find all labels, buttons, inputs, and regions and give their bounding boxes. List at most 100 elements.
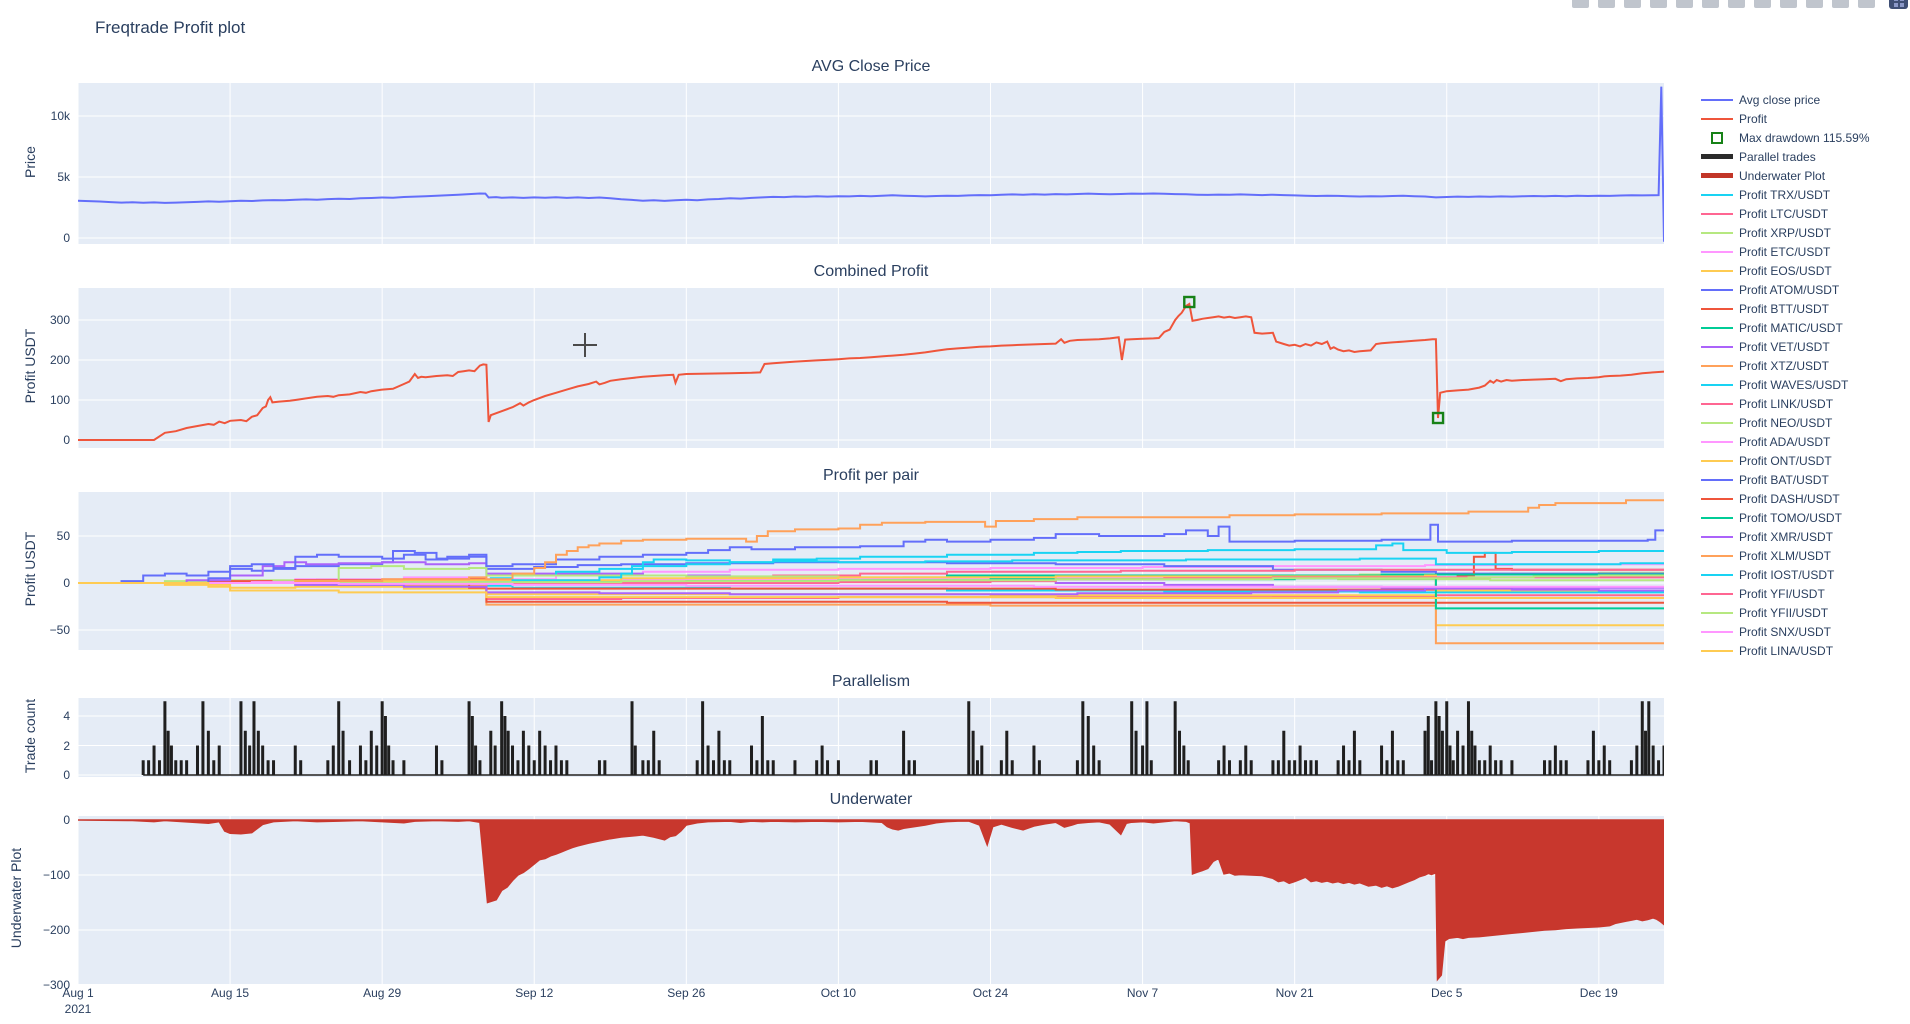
max-drawdown-marker-1 <box>1183 295 1196 309</box>
legend-item-profit-yfi-usdt[interactable]: Profit YFI/USDT <box>1701 584 1870 603</box>
legend-line-icon <box>1701 554 1733 557</box>
legend-line-icon <box>1701 649 1733 652</box>
xtick-nov-7: Nov 7 <box>1126 986 1159 1000</box>
legend-label: Profit ETC/USDT <box>1739 244 1831 259</box>
legend-label: Profit XMR/USDT <box>1739 529 1834 544</box>
legend-item-avg-close-price[interactable]: Avg close price <box>1701 90 1870 109</box>
legend-line-icon <box>1701 516 1733 519</box>
legend-line-icon <box>1701 573 1733 576</box>
xtick-oct-24: Oct 24 <box>972 986 1009 1000</box>
legend-item-profit-tomo-usdt[interactable]: Profit TOMO/USDT <box>1701 508 1870 527</box>
download-plot-icon[interactable] <box>1572 0 1589 8</box>
legend-label: Profit EOS/USDT <box>1739 263 1832 278</box>
series-avg_close_price <box>78 86 1664 242</box>
legend-item-profit-eos-usdt[interactable]: Profit EOS/USDT <box>1701 261 1870 280</box>
legend-item-profit-atom-usdt[interactable]: Profit ATOM/USDT <box>1701 280 1870 299</box>
legend-item-profit-neo-usdt[interactable]: Profit NEO/USDT <box>1701 413 1870 432</box>
zoom-icon[interactable] <box>1598 0 1615 8</box>
legend-label: Profit BAT/USDT <box>1739 472 1829 487</box>
legend-label: Profit XTZ/USDT <box>1739 358 1830 373</box>
legend-line-icon <box>1701 250 1733 253</box>
ytick-profit_per_pair: 0 <box>63 576 70 590</box>
ytick-avg_close_price: 10k <box>50 109 70 123</box>
autoscale-icon[interactable] <box>1754 0 1771 8</box>
legend-item-profit-vet-usdt[interactable]: Profit VET/USDT <box>1701 337 1870 356</box>
plot-area-combined_profit[interactable] <box>78 288 1664 448</box>
series-parallel-trades <box>78 698 1664 777</box>
legend-line-icon <box>1701 288 1733 291</box>
box-select-icon[interactable] <box>1650 0 1667 8</box>
legend-label: Profit <box>1739 111 1768 126</box>
legend-item-profit-xtz-usdt[interactable]: Profit XTZ/USDT <box>1701 356 1870 375</box>
series-profit-bat-usdt <box>78 523 1664 584</box>
legend-label: Profit MATIC/USDT <box>1739 320 1843 335</box>
lasso-select-icon[interactable] <box>1676 0 1693 8</box>
legend-label: Profit LINK/USDT <box>1739 396 1834 411</box>
legend-item-profit-link-usdt[interactable]: Profit LINK/USDT <box>1701 394 1870 413</box>
legend-item-profit-xmr-usdt[interactable]: Profit XMR/USDT <box>1701 527 1870 546</box>
hover-compare-icon[interactable] <box>1858 0 1875 8</box>
chart-legend: Avg close price Profit Max drawdown 115.59… <box>1701 90 1870 660</box>
ytick-underwater: 0 <box>63 813 70 827</box>
legend-item-max-drawdown-115-59-[interactable]: Max drawdown 115.59% <box>1701 128 1870 147</box>
legend-item-profit[interactable]: Profit <box>1701 109 1870 128</box>
legend-item-profit-xrp-usdt[interactable]: Profit XRP/USDT <box>1701 223 1870 242</box>
legend-item-profit-yfii-usdt[interactable]: Profit YFII/USDT <box>1701 603 1870 622</box>
zoom-in-icon[interactable] <box>1702 0 1719 8</box>
legend-line-icon <box>1701 402 1733 405</box>
ytick-parallelism: 4 <box>63 709 70 723</box>
ytick-avg_close_price: 5k <box>57 170 70 184</box>
xtick-sep-26: Sep 26 <box>667 986 706 1000</box>
legend-label: Profit SNX/USDT <box>1739 624 1832 639</box>
legend-item-underwater-plot[interactable]: Underwater Plot <box>1701 166 1870 185</box>
zoom-out-icon[interactable] <box>1728 0 1745 8</box>
xtick-dec-5: Dec 5 <box>1431 986 1463 1000</box>
xtick-dec-19: Dec 19 <box>1579 986 1618 1000</box>
legend-item-profit-ada-usdt[interactable]: Profit ADA/USDT <box>1701 432 1870 451</box>
legend-item-profit-ont-usdt[interactable]: Profit ONT/USDT <box>1701 451 1870 470</box>
pan-icon[interactable] <box>1624 0 1641 8</box>
reset-axes-icon[interactable] <box>1780 0 1797 8</box>
legend-item-profit-matic-usdt[interactable]: Profit MATIC/USDT <box>1701 318 1870 337</box>
legend-item-profit-xlm-usdt[interactable]: Profit XLM/USDT <box>1701 546 1870 565</box>
legend-item-profit-trx-usdt[interactable]: Profit TRX/USDT <box>1701 185 1870 204</box>
xtick-aug-1: Aug 1 <box>62 986 94 1000</box>
ytick-parallelism: 0 <box>63 768 70 782</box>
legend-line-icon <box>1701 98 1733 101</box>
ytick-profit_per_pair: 50 <box>56 529 70 543</box>
plotly-modebar[interactable] <box>1563 0 1908 9</box>
legend-item-profit-lina-usdt[interactable]: Profit LINA/USDT <box>1701 641 1870 660</box>
series-combined_profit <box>78 302 1664 441</box>
plotly-logo-icon[interactable] <box>1889 0 1908 9</box>
legend-item-profit-bat-usdt[interactable]: Profit BAT/USDT <box>1701 470 1870 489</box>
ytick-avg_close_price: 0 <box>63 231 70 245</box>
legend-line-icon <box>1701 212 1733 215</box>
legend-line-icon <box>1701 173 1733 178</box>
legend-line-icon <box>1701 535 1733 538</box>
legend-label: Profit TRX/USDT <box>1739 187 1831 202</box>
subplot-title-avg_close_price: AVG Close Price <box>811 58 931 75</box>
yaxis-title-combined_profit: Profit USDT <box>22 328 38 404</box>
legend-item-profit-snx-usdt[interactable]: Profit SNX/USDT <box>1701 622 1870 641</box>
legend-line-icon <box>1701 117 1733 120</box>
ytick-underwater: −300 <box>42 978 70 992</box>
series-profit-waves-usdt <box>78 542 1664 584</box>
subplot-title-parallelism: Parallelism <box>831 673 911 690</box>
legend-item-parallel-trades[interactable]: Parallel trades <box>1701 147 1870 166</box>
plot-area-avg_close_price[interactable] <box>78 83 1664 244</box>
legend-item-profit-btt-usdt[interactable]: Profit BTT/USDT <box>1701 299 1870 318</box>
legend-item-profit-dash-usdt[interactable]: Profit DASH/USDT <box>1701 489 1870 508</box>
legend-line-icon <box>1701 459 1733 462</box>
legend-item-profit-ltc-usdt[interactable]: Profit LTC/USDT <box>1701 204 1870 223</box>
legend-item-profit-etc-usdt[interactable]: Profit ETC/USDT <box>1701 242 1870 261</box>
hover-closest-icon[interactable] <box>1832 0 1849 8</box>
legend-label: Profit DASH/USDT <box>1739 491 1840 506</box>
ytick-combined_profit: 200 <box>49 353 70 367</box>
yaxis-title-avg_close_price: Price <box>22 145 38 178</box>
legend-item-profit-waves-usdt[interactable]: Profit WAVES/USDT <box>1701 375 1870 394</box>
xtick-nov-21: Nov 21 <box>1275 986 1314 1000</box>
legend-item-profit-iost-usdt[interactable]: Profit IOST/USDT <box>1701 565 1870 584</box>
toggle-spikelines-icon[interactable] <box>1806 0 1823 8</box>
xtick-sep-12: Sep 12 <box>515 986 554 1000</box>
